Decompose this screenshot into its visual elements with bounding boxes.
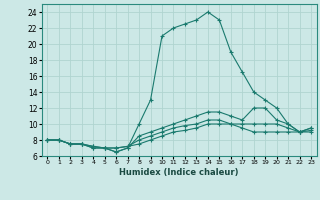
X-axis label: Humidex (Indice chaleur): Humidex (Indice chaleur) [119, 168, 239, 177]
